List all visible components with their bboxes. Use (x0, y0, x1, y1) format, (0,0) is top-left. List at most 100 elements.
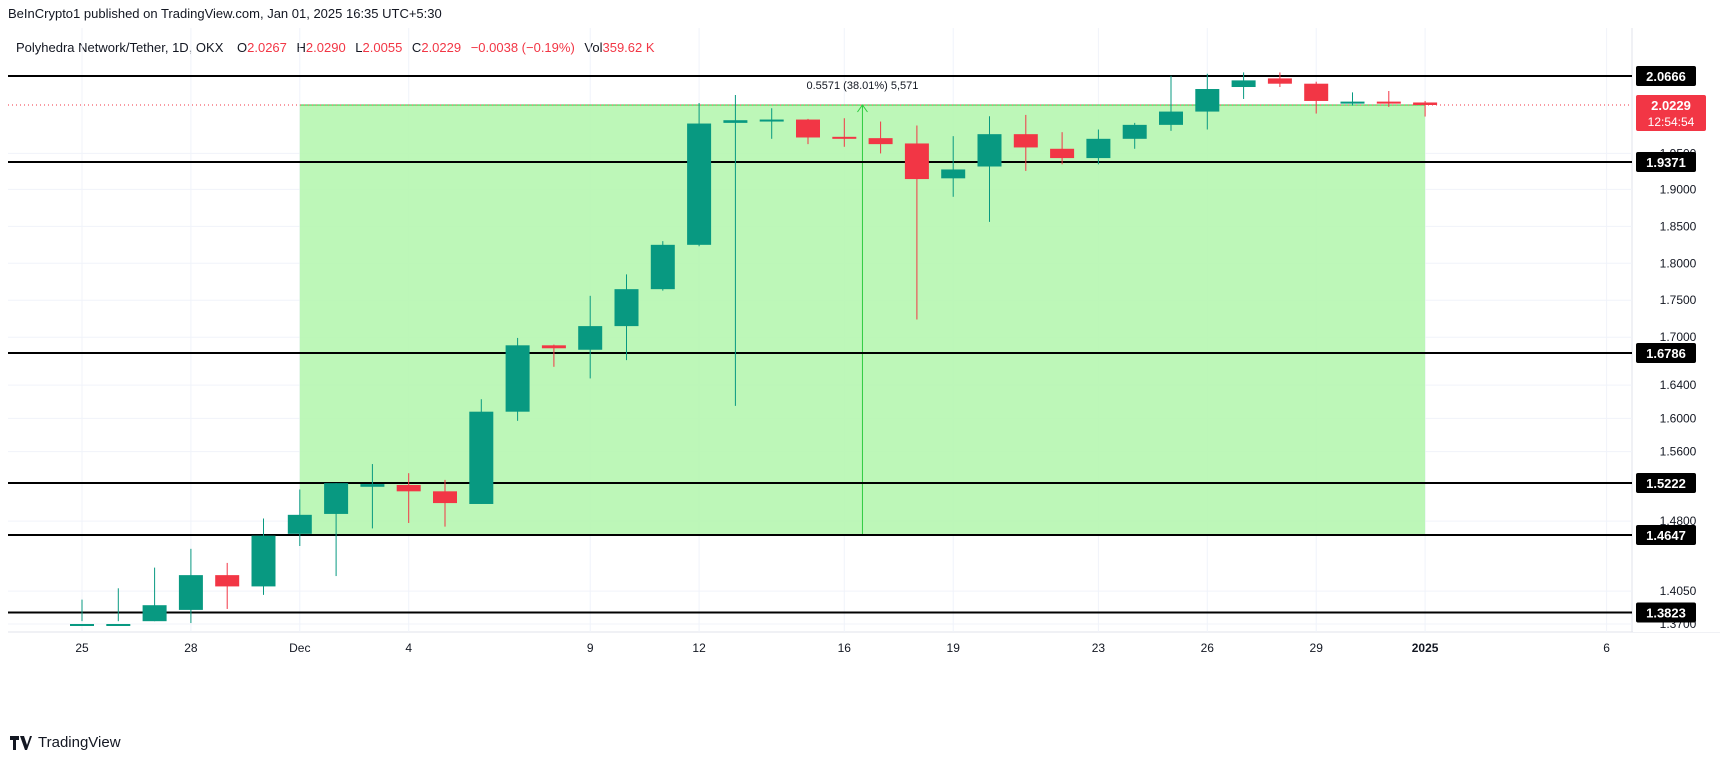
candle-body (796, 119, 820, 138)
price-tick-label: 1.7000 (1660, 330, 1697, 344)
level-price-label: 1.9371 (1646, 155, 1686, 170)
date-tick-label: 28 (184, 641, 198, 655)
tradingview-logo-icon (10, 735, 32, 750)
date-tick-label: 19 (947, 641, 961, 655)
price-axis-background (1633, 28, 1720, 632)
candle-body (541, 345, 566, 349)
candle-body (142, 605, 167, 622)
candle-body (614, 289, 639, 327)
candle-body (1340, 101, 1365, 104)
price-range-box (299, 105, 1426, 535)
candle-body (360, 484, 385, 487)
brand-name: TradingView (38, 734, 121, 751)
candle-body (70, 624, 94, 626)
level-price-label: 2.0666 (1646, 69, 1686, 84)
candle-body (1231, 80, 1256, 88)
level-price-tag (1636, 343, 1696, 363)
date-tick-label: 6 (1603, 641, 1610, 655)
date-tick-label: 16 (838, 641, 852, 655)
candle-body (324, 483, 349, 514)
candle-body (868, 138, 893, 145)
price-tick-label: 1.8500 (1660, 219, 1697, 233)
candle-body (977, 134, 1002, 167)
date-tick-label: 9 (587, 641, 594, 655)
date-tick-label: 25 (75, 641, 89, 655)
level-price-tag (1636, 602, 1696, 623)
open-value: 2.0267 (247, 40, 287, 55)
date-tick-label: 26 (1201, 641, 1215, 655)
symbol-name: Polyhedra Network/Tether, 1D, OKX (16, 40, 224, 55)
price-range-label: 0.5571 (38.01%) 5,571 (806, 80, 918, 92)
date-tick-label: 12 (692, 641, 706, 655)
date-tick-label: 29 (1310, 641, 1324, 655)
candle-body (505, 345, 530, 412)
high-value: 2.0290 (305, 40, 346, 55)
candle-body (178, 575, 203, 610)
candle-body (832, 136, 857, 139)
date-tick-label: 23 (1092, 641, 1106, 655)
price-tick-label: 1.8000 (1660, 256, 1697, 270)
candle-body (650, 244, 675, 290)
high-label: H (296, 40, 306, 55)
level-price-label: 1.5222 (1646, 476, 1686, 491)
candle-body (1195, 89, 1220, 112)
level-price-label: 1.4647 (1646, 528, 1686, 543)
price-tick-label: 1.9500 (1660, 146, 1697, 160)
candle-body (1050, 148, 1075, 159)
candle-body (759, 119, 784, 122)
date-tick-label: 2025 (1412, 641, 1439, 655)
candle-body (1013, 134, 1038, 148)
candle-body (433, 491, 457, 504)
candle-body (469, 411, 494, 504)
price-tick-label: 1.7500 (1660, 293, 1697, 307)
level-price-tag (1636, 473, 1696, 493)
currency-button[interactable]: USDT (1642, 36, 1706, 68)
candle-body (106, 624, 131, 626)
volume-label: Vol (584, 40, 603, 55)
candle-body (1086, 138, 1111, 159)
change-value: −0.0038 (−0.19%) (470, 40, 575, 55)
candle-body (723, 120, 748, 123)
price-tick-label: 1.5600 (1660, 445, 1697, 459)
candle-body (578, 326, 603, 350)
low-label: L (355, 40, 363, 55)
candle-body (1267, 78, 1292, 84)
low-value: 2.0055 (362, 40, 403, 55)
last-price-tag (1636, 95, 1706, 131)
candle-body (687, 123, 712, 245)
symbol-legend: Polyhedra Network/Tether, 1D, OKX O2.026… (16, 40, 655, 55)
candle-body (941, 169, 966, 179)
price-range-arrowhead (857, 104, 868, 113)
close-label: C (411, 40, 422, 55)
candle-body (215, 575, 240, 587)
candle-body (1304, 83, 1329, 101)
date-tick-label: Dec (289, 641, 310, 655)
price-tick-label: 1.6400 (1660, 378, 1697, 392)
level-price-tag (1636, 152, 1696, 172)
date-tick-label: 4 (405, 641, 412, 655)
level-price-tag (1636, 66, 1696, 86)
close-value: 2.0229 (421, 40, 462, 55)
publisher-line: BeInCrypto1 published on TradingView.com… (8, 6, 442, 21)
bar-countdown-label: 12:54:54 (1648, 115, 1695, 129)
level-price-label: 1.3823 (1646, 605, 1686, 620)
price-tick-label: 1.4800 (1660, 514, 1697, 528)
level-price-label: 1.6786 (1646, 346, 1686, 361)
candle-body (1413, 102, 1438, 105)
price-tick-label: 1.4050 (1660, 584, 1697, 598)
price-tick-label: 1.3700 (1660, 617, 1697, 631)
price-tick-label: 1.9000 (1660, 182, 1697, 196)
candle-body (1122, 124, 1147, 139)
price-tick-label: 1.6000 (1660, 411, 1697, 425)
open-label: O (237, 40, 248, 55)
candle-body (287, 514, 312, 534)
last-price-label: 2.0229 (1651, 98, 1691, 113)
level-price-tag (1636, 525, 1696, 545)
volume-value: 359.62 K (602, 40, 655, 55)
tradingview-footer: TradingView (10, 734, 121, 751)
candle-body (1376, 101, 1401, 104)
candle-body (1159, 111, 1183, 125)
candle-body (251, 535, 276, 587)
candle-body (396, 484, 421, 492)
